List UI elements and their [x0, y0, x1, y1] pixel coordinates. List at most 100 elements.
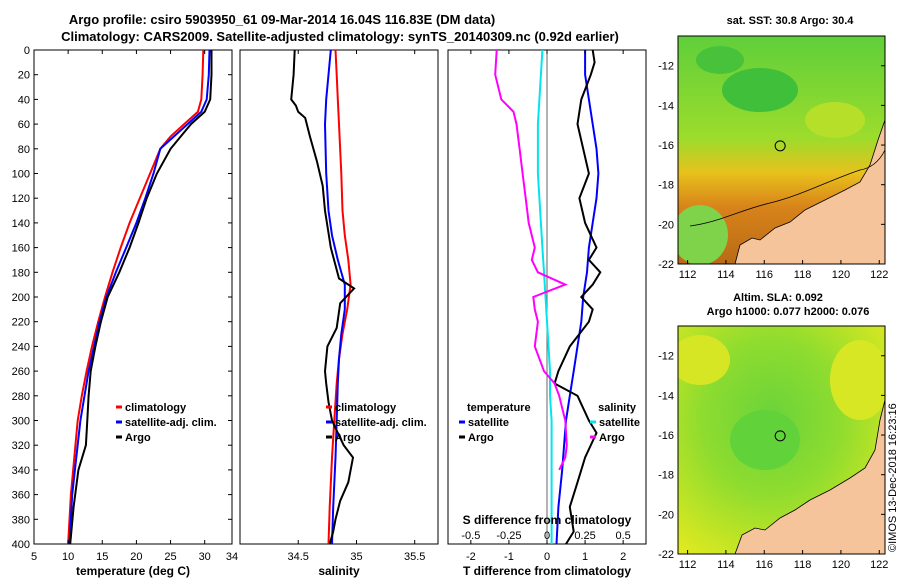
map-x-tick-label: 114 — [717, 269, 735, 281]
x-tick-label-salinity: 0.5 — [616, 530, 631, 542]
x-tick-label: 20 — [130, 551, 142, 563]
series-line-satellite-adj-clim- — [323, 49, 346, 545]
map-x-tick-label: 120 — [832, 269, 850, 281]
series-line-t-satellite — [555, 50, 600, 545]
salinity-ticks-group: 34.5 35 35.5 — [288, 50, 425, 563]
legend-label-climatology: climatology — [125, 402, 187, 414]
difference-panel: -2 -1 0 1 2 -0.5 -0.25 0 0.25 0.5 T difference fr… — [447, 49, 647, 578]
sla-land-mass — [735, 400, 885, 554]
map-y-tick-label: -12 — [658, 351, 674, 363]
x-tick-label: -1 — [504, 551, 514, 563]
sst-cool-patch — [678, 205, 728, 264]
x-tick-label-salinity: 0 — [544, 530, 550, 542]
series-line-climatology — [327, 49, 352, 545]
series-line-t-argo — [553, 49, 602, 545]
legend-label-s-argo: Argo — [599, 432, 625, 444]
legend-label-argo: Argo — [335, 432, 361, 444]
x-tick-label: 10 — [62, 551, 74, 563]
difference-series-group — [494, 49, 602, 545]
argo-location-marker — [774, 430, 786, 442]
x-tick-label: 5 — [31, 551, 37, 563]
map-y-tick-label: -18 — [658, 180, 674, 192]
sst-contour-line — [689, 149, 885, 227]
map-x-tick-label: 118 — [794, 559, 812, 571]
salinity-series-group — [290, 49, 356, 545]
series-line-argo — [290, 49, 356, 545]
legend-title-salinity: salinity — [598, 402, 637, 414]
map-x-tick-label: 122 — [870, 559, 888, 571]
series-line-argo — [69, 50, 213, 545]
y-tick-label: 20 — [18, 70, 30, 82]
legend-label-t-argo: Argo — [468, 432, 494, 444]
sst-warm-patch — [805, 102, 865, 138]
map-x-tick-label: 118 — [794, 269, 812, 281]
sst-land-mass — [735, 120, 885, 264]
series-line-s-satellite — [536, 49, 553, 544]
y-tick-label: 0 — [24, 45, 30, 57]
x-tick-label: 35.5 — [404, 551, 425, 563]
legend-label-s-satellite: satellite — [599, 417, 640, 429]
map-x-tick-label: 112 — [679, 559, 697, 571]
legend-label-t-satellite: satellite — [468, 417, 509, 429]
map-y-tick-label: -14 — [658, 390, 674, 402]
y-tick-label: 380 — [12, 514, 30, 526]
y-tick-label: 260 — [12, 366, 30, 378]
sst-coastline — [734, 119, 885, 264]
map-y-tick-label: -16 — [658, 140, 674, 152]
x-tick-label: 1 — [582, 551, 588, 563]
y-tick-label: 80 — [18, 144, 30, 156]
map-x-tick-label: 116 — [755, 269, 773, 281]
salinity-panel: 34.5 35 35.5 salinity climatology satellit… — [239, 49, 439, 578]
y-tick-label: 240 — [12, 341, 30, 353]
x-tick-label: 25 — [164, 551, 176, 563]
y-tick-label: 160 — [12, 243, 30, 255]
sla-map-panel: Altim. SLA: 0.092 Argo h1000: 0.077 h200… — [658, 292, 888, 571]
sla-map-subtitle: Argo h1000: 0.077 h2000: 0.076 — [707, 306, 870, 318]
sla-map-ticks: 112 114 116 118 120 122 -12 -14 -16 -18 -20 -22 — [658, 351, 888, 571]
map-y-tick-label: -20 — [658, 219, 674, 231]
map-y-tick-label: -18 — [658, 470, 674, 482]
series-line-satellite-adj-clim- — [68, 49, 211, 545]
y-tick-label: 360 — [12, 490, 30, 502]
x-tick-label-salinity: -0.5 — [461, 530, 480, 542]
x-tick-label: 30 — [199, 551, 211, 563]
y-tick-label: 200 — [12, 292, 30, 304]
sst-cool-patch — [722, 68, 798, 112]
temperature-ticks-group: 5 10 15 20 25 30 34020406080100120140160180200… — [12, 45, 238, 563]
y-tick-label: 400 — [12, 539, 30, 551]
sla-high-patch — [830, 340, 885, 420]
x-tick-label: 2 — [620, 551, 626, 563]
y-tick-label: 280 — [12, 391, 30, 403]
series-line-s-argo — [494, 49, 568, 471]
difference-xlabel-temperature: T difference from climatology — [463, 564, 631, 578]
map-x-tick-label: 112 — [679, 269, 697, 281]
y-tick-label: 100 — [12, 169, 30, 181]
y-tick-label: 40 — [18, 94, 30, 106]
x-tick-label: 15 — [96, 551, 108, 563]
map-y-tick-label: -22 — [658, 549, 674, 561]
x-tick-label-salinity: 0.25 — [574, 530, 595, 542]
temperature-series-group — [67, 49, 213, 545]
y-tick-label: 60 — [18, 119, 30, 131]
sla-high-patch — [678, 335, 730, 385]
figure-title-line1: Argo profile: csiro 5903950_61 09-Mar-20… — [69, 12, 495, 27]
legend-title-temperature: temperature — [467, 402, 531, 414]
salinity-xlabel: salinity — [318, 564, 360, 578]
map-y-tick-label: -20 — [658, 509, 674, 521]
x-tick-label: 35 — [350, 551, 362, 563]
y-tick-label: 300 — [12, 416, 30, 428]
sla-low-patch — [730, 410, 800, 470]
map-x-tick-label: 116 — [755, 559, 773, 571]
y-tick-label: 220 — [12, 317, 30, 329]
difference-ticks-group: -2 -1 0 1 2 -0.5 -0.25 0 0.25 0.5 — [461, 50, 631, 563]
x-tick-label: -2 — [466, 551, 476, 563]
imos-credit: ©IMOS 13-Dec-2018 16:23:16 — [887, 403, 899, 552]
map-y-tick-label: -22 — [658, 259, 674, 271]
legend-label-argo: Argo — [125, 432, 151, 444]
temperature-panel: 5 10 15 20 25 30 34020406080100120140160180200… — [12, 45, 238, 578]
figure-title-line2: Climatology: CARS2009. Satellite-adjuste… — [61, 29, 619, 44]
map-y-tick-label: -14 — [658, 100, 674, 112]
map-x-tick-label: 120 — [832, 559, 850, 571]
series-line-climatology — [67, 49, 205, 545]
